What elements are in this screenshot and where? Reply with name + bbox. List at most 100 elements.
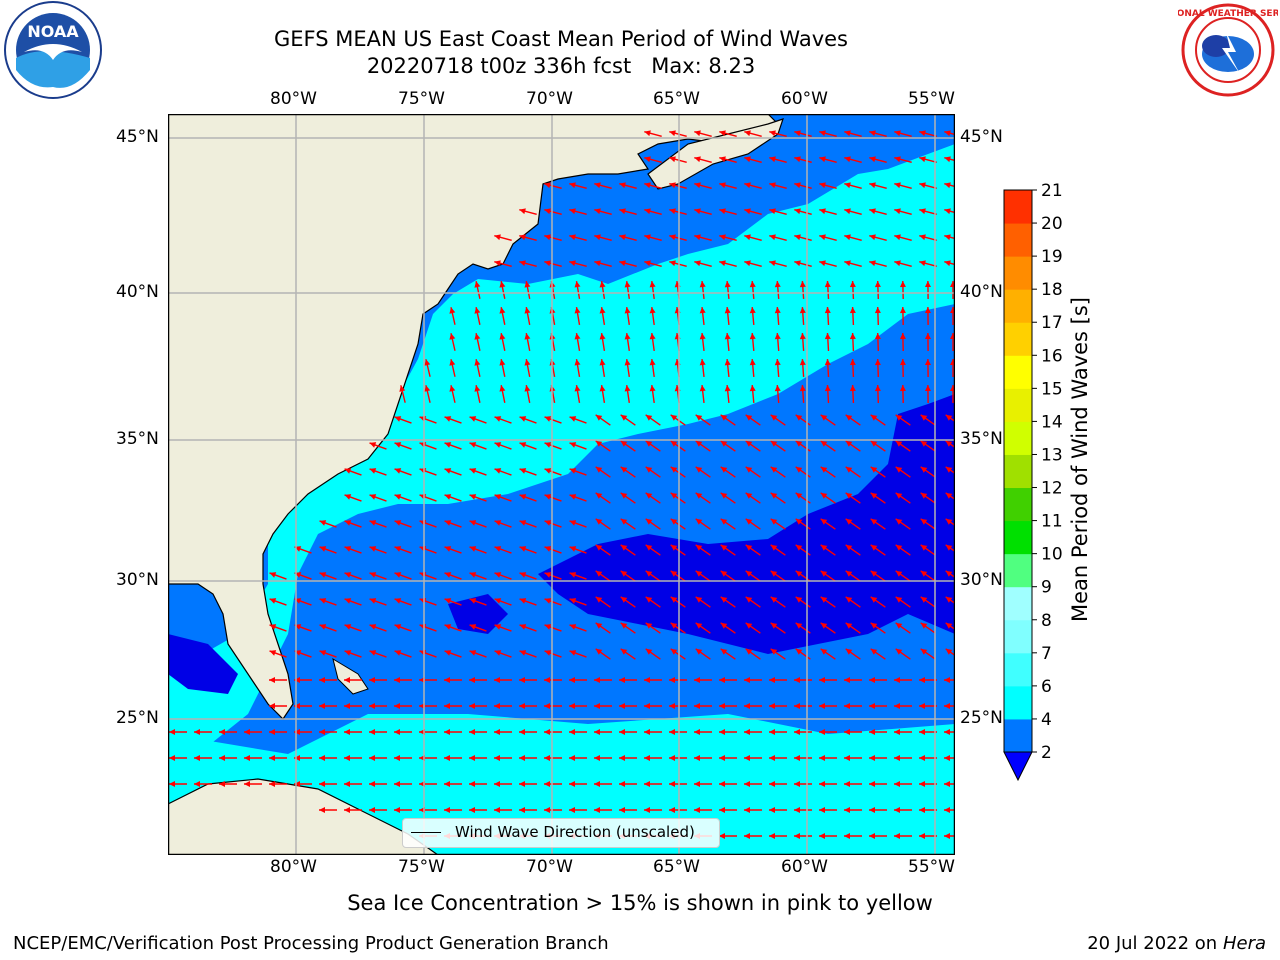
footer-machine: Hera bbox=[1222, 933, 1266, 954]
wind-arrow-head bbox=[795, 518, 803, 525]
wind-arrow-head bbox=[944, 156, 951, 163]
wind-arrow-head bbox=[819, 833, 825, 839]
wind-arrow-head bbox=[795, 648, 803, 655]
wind-arrow-head bbox=[769, 234, 776, 241]
wind-arrow-head bbox=[544, 729, 550, 735]
wind-arrow-head bbox=[499, 359, 506, 366]
wind-arrow-head bbox=[849, 385, 856, 392]
wind-arrow-head bbox=[474, 307, 481, 314]
wind-arrow-head bbox=[919, 208, 926, 215]
lat-label-left-45n: 45°N bbox=[116, 127, 159, 147]
wind-arrow-head bbox=[620, 492, 628, 499]
wind-arrow-head bbox=[845, 622, 853, 629]
wind-arrow-head bbox=[444, 703, 450, 709]
wind-arrow-head bbox=[799, 385, 806, 392]
colorbar-tick-label: 15 bbox=[1041, 379, 1063, 399]
wind-arrow-head bbox=[519, 677, 525, 683]
wind-arrow-head bbox=[874, 359, 881, 366]
wind-arrow-head bbox=[944, 234, 951, 241]
wind-arrow-head bbox=[845, 648, 853, 655]
wind-arrow-head bbox=[344, 572, 352, 578]
lon-label-bottom-55w: 55°W bbox=[908, 857, 955, 877]
wind-arrow-head bbox=[874, 281, 881, 288]
wind-arrow-head bbox=[620, 466, 628, 473]
wind-arrow-head bbox=[799, 307, 806, 314]
colorbar-segment bbox=[1004, 652, 1032, 687]
lon-label-top-60w: 60°W bbox=[781, 89, 828, 109]
wind-arrow-head bbox=[544, 442, 552, 448]
colorbar-segment bbox=[1004, 190, 1032, 224]
wind-arrow-head bbox=[620, 440, 628, 447]
wind-arrow-head bbox=[595, 492, 603, 499]
wind-arrow-head bbox=[645, 622, 653, 629]
wind-arrow-head bbox=[444, 468, 452, 474]
wind-arrow-head bbox=[569, 234, 576, 241]
wind-arrow-head bbox=[620, 570, 628, 577]
wind-arrow-head bbox=[394, 807, 400, 813]
wind-arrow-head bbox=[895, 518, 903, 525]
wind-arrow-head bbox=[720, 466, 728, 473]
wind-arrow-head bbox=[720, 622, 728, 629]
wind-arrow-head bbox=[769, 208, 776, 215]
wind-arrow-head bbox=[770, 570, 778, 577]
wind-arrow-head bbox=[744, 729, 750, 735]
wind-arrow-head bbox=[945, 622, 953, 629]
wind-arrow-head bbox=[819, 156, 826, 163]
wind-arrow-head bbox=[694, 677, 700, 683]
wind-arrow-head bbox=[369, 677, 375, 683]
wind-arrow-head bbox=[494, 729, 500, 735]
lat-label-left-35n: 35°N bbox=[116, 429, 159, 449]
wind-arrow-head bbox=[694, 729, 700, 735]
wind-arrow-head bbox=[745, 466, 753, 473]
wind-arrow-head bbox=[720, 440, 728, 447]
lon-label-bottom-70w: 70°W bbox=[526, 857, 573, 877]
wind-arrow-head bbox=[344, 729, 350, 735]
wind-arrow-head bbox=[319, 807, 325, 813]
map-panel bbox=[168, 114, 955, 855]
wind-arrow-head bbox=[644, 208, 651, 215]
wind-arrow-head bbox=[944, 130, 951, 137]
wind-arrow-head bbox=[269, 624, 277, 630]
wind-arrow-head bbox=[699, 281, 706, 288]
wind-arrow-head bbox=[744, 234, 751, 241]
wind-arrow-head bbox=[569, 781, 575, 787]
wind-arrow-head bbox=[569, 755, 575, 761]
colorbar-tick-label: 2 bbox=[1041, 743, 1052, 763]
wind-arrow-head bbox=[595, 466, 603, 473]
wind-arrow-head bbox=[294, 729, 300, 735]
wind-arrow-head bbox=[695, 466, 703, 473]
wind-arrow-head bbox=[770, 596, 778, 603]
wind-arrow-head bbox=[699, 359, 706, 366]
wind-arrow-head bbox=[669, 182, 676, 189]
wind-arrow-head bbox=[769, 260, 776, 267]
colorbar-segment bbox=[1004, 487, 1032, 522]
wind-arrow-head bbox=[599, 385, 606, 392]
wind-arrow-head bbox=[644, 755, 650, 761]
wind-arrow-head bbox=[369, 650, 377, 656]
wind-arrow-head bbox=[794, 755, 800, 761]
colorbar-tick-label: 21 bbox=[1041, 181, 1063, 201]
wind-arrow-head bbox=[774, 281, 781, 288]
wind-arrow-head bbox=[394, 650, 402, 656]
wind-arrow-head bbox=[869, 833, 875, 839]
wind-arrow-head bbox=[594, 781, 600, 787]
wind-arrow-head bbox=[524, 281, 531, 288]
wind-arrow-head bbox=[574, 333, 581, 340]
colorbar-frame bbox=[1003, 189, 1033, 753]
wind-arrow-head bbox=[469, 468, 477, 474]
wind-arrow-head bbox=[499, 333, 506, 340]
wind-arrow-head bbox=[920, 544, 928, 551]
wind-arrow-head bbox=[449, 359, 456, 366]
wind-arrow-head bbox=[919, 755, 925, 761]
wind-arrow-head bbox=[945, 440, 953, 447]
wind-arrow-head bbox=[574, 307, 581, 314]
wind-arrow-head bbox=[874, 333, 881, 340]
wind-arrow-head bbox=[444, 546, 452, 552]
wind-arrow-head bbox=[394, 546, 402, 552]
wind-arrow-head bbox=[824, 281, 831, 288]
wind-arrow-head bbox=[469, 650, 477, 656]
wind-arrow-head bbox=[795, 466, 803, 473]
wind-arrow-head bbox=[269, 729, 275, 735]
wind-arrow-head bbox=[544, 260, 551, 267]
wind-arrow-head bbox=[319, 703, 325, 709]
